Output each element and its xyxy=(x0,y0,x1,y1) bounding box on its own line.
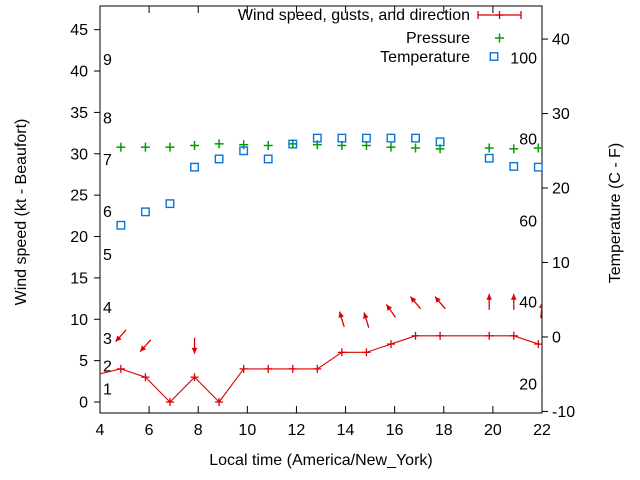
y-axis-label-right: Temperature (C - F) xyxy=(607,142,624,284)
beaufort-label: 5 xyxy=(103,247,112,264)
legend-markers xyxy=(477,11,522,61)
beaufort-label: 1 xyxy=(103,381,112,398)
y-right-tick-label: 30 xyxy=(552,106,570,123)
wind-speed-series xyxy=(100,331,542,406)
beaufort-label: 4 xyxy=(103,300,112,317)
y-right-tick-label: 0 xyxy=(552,329,561,346)
inner-right-label: 60 xyxy=(519,213,537,230)
x-tick-label: 12 xyxy=(288,422,306,439)
y-left-tick-label: 35 xyxy=(70,105,88,122)
legend-label-pressure: Pressure xyxy=(405,30,470,47)
beaufort-label: 2 xyxy=(103,359,112,376)
y-left-tick-label: 10 xyxy=(70,312,88,329)
wind-arrow-head xyxy=(486,293,493,300)
wind-arrow-head xyxy=(510,293,517,300)
wind-arrow-head xyxy=(338,311,344,319)
beaufort-label: 6 xyxy=(103,204,112,221)
wind-arrow-head xyxy=(410,296,417,303)
legend-label-temperature: Temperature xyxy=(380,49,470,66)
y-left-tick-label: 45 xyxy=(70,22,88,39)
x-tick-label: 14 xyxy=(337,422,355,439)
x-axis-label: Local time (America/New_York) xyxy=(209,452,433,469)
beaufort-label: 9 xyxy=(103,52,112,69)
y-left-tick-label: 25 xyxy=(70,188,88,205)
x-tick-label: 18 xyxy=(435,422,453,439)
y-right-tick-label: 40 xyxy=(552,32,570,49)
x-tick-label: 22 xyxy=(533,422,551,439)
y-right-tick-label: 20 xyxy=(552,181,570,198)
x-tick-label: 10 xyxy=(238,422,256,439)
wind-arrow-head xyxy=(363,312,369,319)
wind-direction-arrows xyxy=(115,293,542,354)
wind-arrow-head xyxy=(115,335,122,342)
x-tick-label: 8 xyxy=(194,422,203,439)
wind-arrow-head xyxy=(140,345,147,352)
y-right-tick-label: -10 xyxy=(552,404,575,421)
wind-arrow-head xyxy=(434,296,441,303)
y-left-tick-label: 40 xyxy=(70,64,88,81)
wind-arrow-head xyxy=(386,304,393,311)
temperature-series xyxy=(116,133,543,230)
y-axis-label-left: Wind speed (kt - Beaufort) xyxy=(13,118,30,306)
x-tick-label: 16 xyxy=(386,422,404,439)
y-left-tick-label: 20 xyxy=(70,229,88,246)
y-left-tick-label: 15 xyxy=(70,270,88,287)
inner-right-label: 20 xyxy=(519,376,537,393)
y-left-tick-label: 30 xyxy=(70,146,88,163)
legend-label-wind: Wind speed, gusts, and direction xyxy=(237,7,470,24)
wind-arrow-head xyxy=(191,347,198,354)
pressure-series xyxy=(116,139,543,154)
beaufort-label: 8 xyxy=(103,111,112,128)
beaufort-scale-labels: 1 2 3 4 5 6 7 8 9 xyxy=(103,52,112,398)
y-left-tick-label: 0 xyxy=(79,394,88,411)
inner-right-scale-labels: 100 80 60 40 20 xyxy=(510,50,537,393)
beaufort-label: 3 xyxy=(103,331,112,348)
inner-right-label: 100 xyxy=(510,50,537,67)
wind-arrow-head xyxy=(538,302,542,309)
x-tick-label: 4 xyxy=(96,422,105,439)
x-tick-label: 6 xyxy=(145,422,154,439)
axes: 4 6 8 10 12 14 16 18 20 22051015202530354045-1001… xyxy=(70,5,575,439)
y-right-tick-label: 10 xyxy=(552,255,570,272)
y-left-tick-label: 5 xyxy=(79,353,88,370)
inner-right-label: 40 xyxy=(519,294,537,311)
inner-right-label: 80 xyxy=(519,131,537,148)
beaufort-label: 7 xyxy=(103,152,112,169)
x-tick-label: 20 xyxy=(484,422,502,439)
